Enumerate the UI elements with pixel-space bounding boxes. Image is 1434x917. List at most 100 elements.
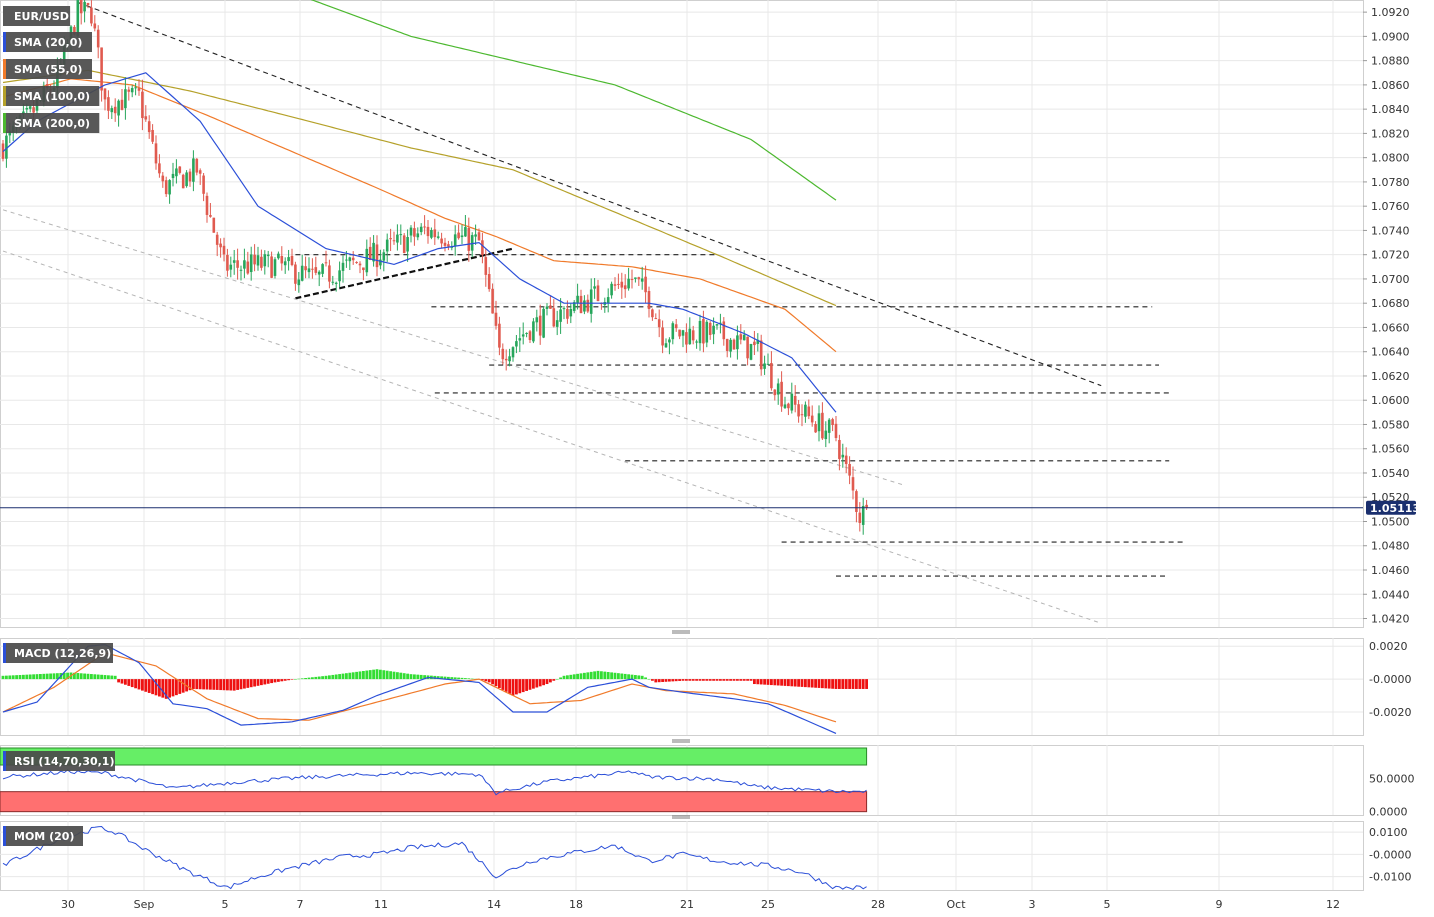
macd-histogram-bar (702, 679, 705, 681)
candle (848, 456, 851, 485)
pane-resize-handle[interactable] (672, 739, 690, 743)
y-tick-label: 1.0760 (1371, 200, 1410, 213)
candle-body (93, 23, 97, 29)
candle (100, 47, 103, 102)
macd-histogram-bar (583, 672, 586, 680)
macd-histogram-bar (175, 679, 178, 696)
candle (817, 405, 821, 442)
candle (290, 248, 294, 267)
candle (525, 332, 528, 338)
candle (841, 443, 845, 468)
y-tick-label: 1.0600 (1371, 394, 1410, 407)
macd-histogram-bar (511, 679, 515, 696)
macd-histogram-bar (198, 679, 202, 690)
candle-body (827, 419, 831, 433)
macd-histogram-bar (90, 674, 93, 680)
candle-body (447, 244, 450, 247)
candle-body (583, 300, 586, 312)
legend-box (3, 643, 113, 663)
y-tick-label: 1.0820 (1371, 127, 1410, 140)
candle-body (549, 305, 552, 309)
macd-histogram-bar (192, 679, 195, 689)
candle (549, 295, 552, 309)
candle (175, 159, 178, 184)
candle-body (647, 290, 651, 309)
y-axis-main: 1.0920 1.0900 1.0880 1.0860 1.0840 1.0820 1.08… (1363, 6, 1410, 626)
macd-histogram-bar (120, 679, 124, 684)
macd-histogram-bar (596, 670, 600, 680)
macd-histogram-bar (171, 679, 175, 697)
macd-histogram-bar (314, 676, 318, 680)
candle (161, 172, 165, 188)
candle (331, 275, 335, 286)
candle (470, 232, 474, 258)
candle (90, 0, 93, 27)
macd-histogram-bar (844, 679, 848, 689)
macd-histogram-bar (804, 679, 807, 688)
pane-resize-handle[interactable] (672, 815, 690, 819)
candle (797, 399, 800, 423)
candle-body (324, 262, 328, 264)
macd-histogram-bar (379, 669, 382, 680)
candle (606, 288, 610, 313)
candle-body (542, 308, 545, 338)
candle (623, 274, 627, 298)
candle-body (171, 173, 175, 179)
candle-body (484, 257, 488, 275)
macd-histogram-bar (606, 672, 610, 680)
candle-body (855, 491, 858, 512)
candle-body (263, 254, 267, 267)
macd-histogram-bar (209, 679, 212, 690)
candle-body (688, 328, 692, 345)
candle (610, 281, 613, 299)
candle (447, 240, 450, 251)
candle-body (375, 244, 379, 268)
candle-body (406, 237, 409, 252)
candle (300, 254, 304, 282)
candle-body (477, 232, 481, 241)
candle (348, 256, 352, 270)
x-tick-label: 18 (569, 898, 583, 911)
macd-histogram-bar (351, 672, 355, 680)
candle (640, 266, 644, 290)
candle (382, 249, 386, 272)
y-tick-label: -0.0000 (1369, 673, 1411, 686)
macd-histogram-bar (100, 674, 103, 680)
pane-resize-handle[interactable] (672, 630, 690, 634)
candle (756, 333, 760, 352)
candle-body (742, 334, 746, 341)
candle (586, 294, 590, 314)
candle-body (630, 279, 634, 281)
macd-histogram-bar (810, 679, 814, 688)
candle (773, 389, 777, 401)
trendlines (2, 1, 1102, 623)
candle-body (202, 175, 205, 194)
candle-body (464, 227, 467, 237)
candle (729, 337, 732, 358)
x-tick-label: 25 (761, 898, 775, 911)
candle-body (362, 267, 365, 271)
candle-body (25, 108, 29, 110)
candle-body (511, 347, 515, 358)
macd-histogram-bar (552, 679, 556, 681)
macd-histogram-bar (345, 673, 348, 680)
legend-item: SMA (20,0) (3, 32, 92, 52)
macd-histogram-bar (817, 679, 821, 688)
candle (202, 172, 205, 202)
y-tick-label: 1.0920 (1371, 6, 1410, 19)
candle (294, 261, 297, 291)
macd-histogram-bar (447, 676, 450, 680)
candle-body (79, 0, 83, 14)
y-tick-label: 0.0000 (1369, 806, 1408, 819)
candle (226, 248, 229, 277)
macd-histogram-bar (634, 675, 637, 680)
candle (324, 250, 328, 267)
candle-body (538, 315, 542, 336)
candle-body (307, 268, 311, 273)
macd-histogram-bar (780, 679, 783, 686)
candle (460, 224, 464, 245)
macd-histogram-bar (331, 674, 335, 680)
candle-body (113, 106, 117, 114)
macd-histogram-bar (685, 679, 688, 681)
legend-box (3, 32, 92, 52)
